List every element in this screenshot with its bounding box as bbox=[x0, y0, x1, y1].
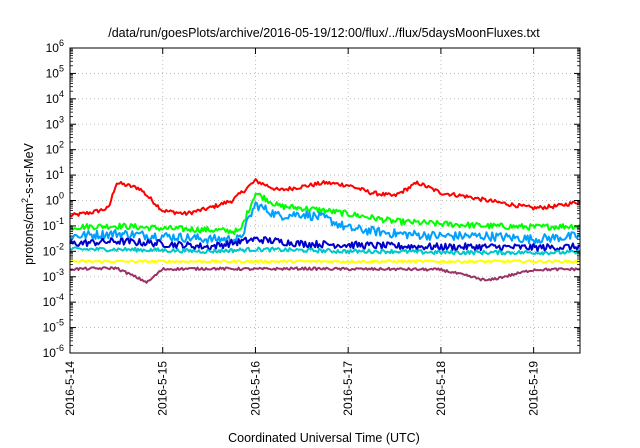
y-tick-label: 101 bbox=[46, 165, 64, 182]
y-tick-exponent: -6 bbox=[56, 343, 64, 353]
y-tick-base: 10 bbox=[46, 66, 60, 80]
y-tick-exponent: 6 bbox=[59, 38, 64, 48]
x-tick-label: 2016-5-18 bbox=[434, 361, 448, 416]
y-tick-base: 10 bbox=[46, 92, 60, 106]
y-tick-exponent: 1 bbox=[59, 165, 64, 175]
y-tick-label: 10-1 bbox=[43, 216, 64, 233]
y-tick-exponent: 4 bbox=[59, 89, 64, 99]
series-line-1 bbox=[69, 178, 581, 218]
x-tick-label: 2016-5-19 bbox=[527, 361, 541, 416]
y-tick-exponent: -2 bbox=[56, 241, 64, 251]
y-tick-label: 10-3 bbox=[43, 267, 64, 284]
y-tick-label: 104 bbox=[46, 89, 64, 106]
y-tick-base: 10 bbox=[43, 346, 57, 360]
y-tick-base: 10 bbox=[46, 41, 60, 55]
axis-ticks bbox=[69, 47, 580, 354]
series-line-5 bbox=[69, 246, 581, 256]
y-tick-base: 10 bbox=[43, 321, 57, 335]
y-tick-exponent: -5 bbox=[56, 318, 64, 328]
x-tick-label: 2016-5-17 bbox=[341, 361, 355, 416]
y-tick-label: 103 bbox=[46, 114, 64, 131]
series-line-2 bbox=[69, 192, 581, 236]
y-tick-labels: 10-610-510-410-310-210-11001011021031041… bbox=[43, 38, 64, 360]
y-tick-base: 10 bbox=[46, 194, 60, 208]
y-tick-label: 105 bbox=[46, 63, 64, 80]
y-tick-exponent: -4 bbox=[56, 292, 64, 302]
y-tick-base: 10 bbox=[43, 219, 57, 233]
y-axis-title-base: protons/cm bbox=[22, 203, 36, 265]
y-tick-base: 10 bbox=[43, 244, 57, 258]
y-tick-exponent: 0 bbox=[59, 191, 64, 201]
y-tick-base: 10 bbox=[43, 295, 57, 309]
y-tick-base: 10 bbox=[46, 143, 60, 157]
y-tick-label: 106 bbox=[46, 38, 64, 55]
x-axis-title: Coordinated Universal Time (UTC) bbox=[228, 431, 420, 445]
chart-title: /data/run/goesPlots/archive/2016-05-19/1… bbox=[108, 26, 540, 40]
y-tick-label: 10-2 bbox=[43, 241, 64, 258]
x-tick-labels: 2016-5-14 2016-5-15 2016-5-16 2016-5-17 2016… bbox=[63, 361, 541, 416]
y-tick-base: 10 bbox=[46, 168, 60, 182]
series-line-3 bbox=[69, 201, 581, 245]
series-group bbox=[69, 178, 581, 284]
y-axis-title-rest: -s-sr-MeV bbox=[22, 142, 36, 198]
y-tick-exponent: 2 bbox=[59, 140, 64, 150]
series-line-6 bbox=[69, 259, 581, 264]
y-tick-label: 10-6 bbox=[43, 343, 64, 360]
y-axis-title-sup: 2 bbox=[20, 198, 30, 203]
y-tick-exponent: -3 bbox=[56, 267, 64, 277]
x-tick-label: 2016-5-14 bbox=[63, 361, 77, 416]
y-tick-label: 10-4 bbox=[43, 292, 64, 309]
series-line-7 bbox=[69, 266, 581, 284]
y-axis-title: protons/cm2-s-sr-MeV bbox=[20, 142, 36, 264]
series-line-4 bbox=[69, 236, 581, 252]
y-tick-exponent: 5 bbox=[59, 63, 64, 73]
x-tick-label: 2016-5-16 bbox=[248, 361, 262, 416]
y-tick-exponent: -1 bbox=[56, 216, 64, 226]
x-tick-label: 2016-5-15 bbox=[156, 361, 170, 416]
grid-lines bbox=[69, 47, 580, 354]
y-tick-label: 100 bbox=[46, 191, 64, 208]
y-tick-base: 10 bbox=[43, 270, 57, 284]
y-tick-label: 10-5 bbox=[43, 318, 64, 335]
y-tick-base: 10 bbox=[46, 117, 60, 131]
y-tick-label: 102 bbox=[46, 140, 64, 157]
y-tick-exponent: 3 bbox=[59, 114, 64, 124]
